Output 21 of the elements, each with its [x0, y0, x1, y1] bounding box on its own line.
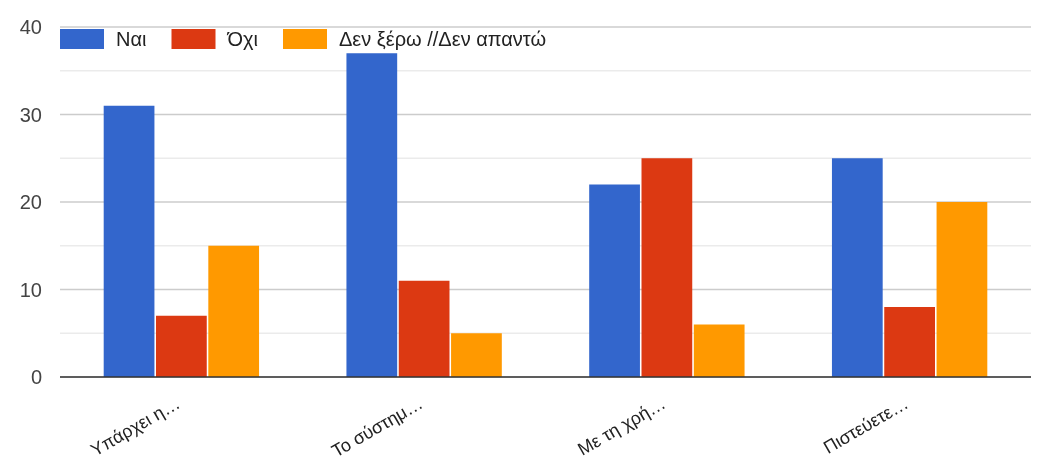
- legend-label: Όχι: [226, 28, 258, 50]
- bar: [156, 315, 207, 377]
- legend-label: Δεν ξέρω //Δεν απαντώ: [339, 28, 547, 50]
- bar: [208, 245, 260, 377]
- legend-label: Ναι: [116, 28, 147, 50]
- bar: [451, 333, 502, 377]
- bar: [693, 324, 745, 377]
- bar: [884, 307, 935, 377]
- x-tick-label: Με τη χρή…: [574, 393, 669, 459]
- y-tick-label: 10: [19, 278, 42, 301]
- y-tick-label: 40: [19, 16, 42, 38]
- y-tick-label: 30: [19, 103, 42, 126]
- bar: [398, 280, 450, 377]
- bar: [936, 202, 988, 377]
- bar: [346, 53, 398, 377]
- y-tick-label: 0: [30, 366, 42, 388]
- bar: [641, 158, 693, 377]
- bar: [589, 184, 640, 377]
- bar: [831, 158, 883, 377]
- bar: [103, 105, 155, 377]
- y-tick-label: 20: [19, 191, 42, 213]
